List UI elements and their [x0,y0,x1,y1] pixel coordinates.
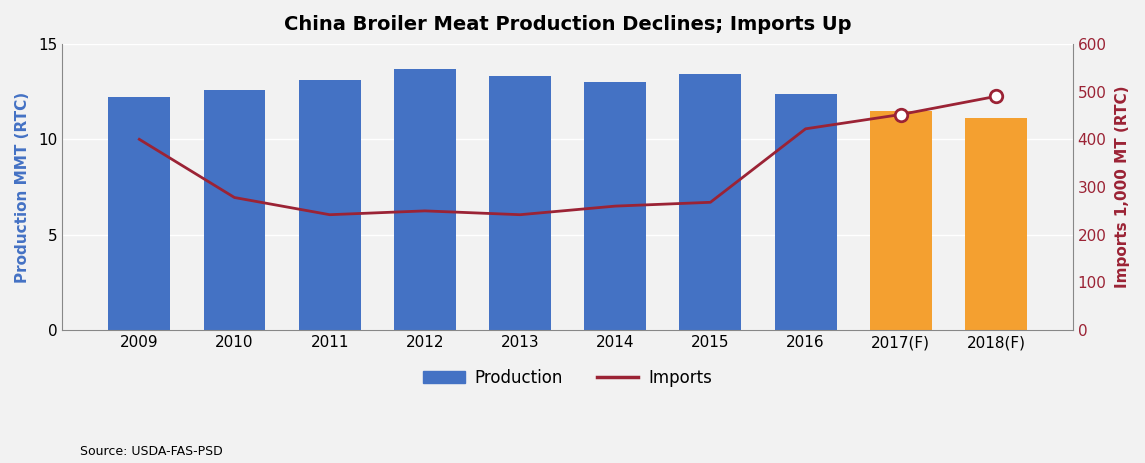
Bar [965,119,1027,330]
Bar [584,82,646,330]
Title: China Broiler Meat Production Declines; Imports Up: China Broiler Meat Production Declines; … [284,15,852,34]
Legend: Production, Imports: Production, Imports [417,362,719,394]
Y-axis label: Production MMT (RTC): Production MMT (RTC) [15,92,30,282]
Bar [489,76,551,330]
Bar [775,94,837,330]
Bar [109,97,171,330]
Bar [299,80,361,330]
Bar [394,69,456,330]
Bar [204,90,266,330]
Bar [870,111,932,330]
Bar [679,75,741,330]
Text: Source: USDA-FAS-PSD: Source: USDA-FAS-PSD [80,445,223,458]
Y-axis label: Imports 1,000 MT (RTC): Imports 1,000 MT (RTC) [1115,86,1130,288]
